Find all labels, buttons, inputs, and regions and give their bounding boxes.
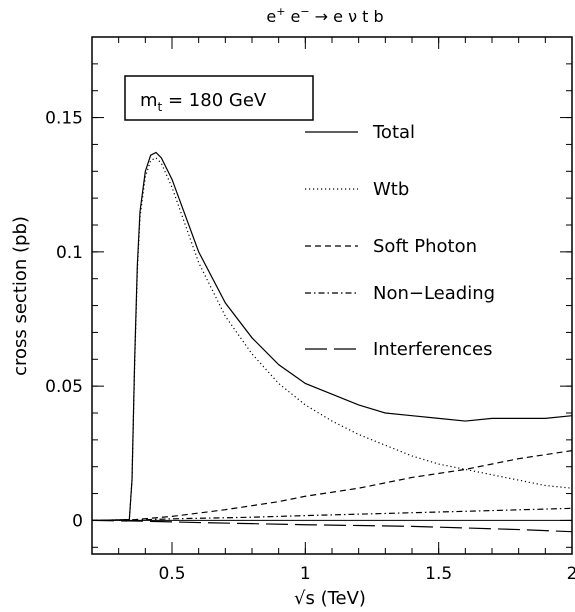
annotation-m: m (140, 90, 158, 111)
x-tick-label: 0.5 (158, 564, 185, 584)
series-line-interferences (91, 519, 573, 533)
legend-label-non-leading: Non−Leading (373, 283, 495, 304)
legend-label-total: Total (372, 122, 415, 143)
x-tick-label: 1 (300, 564, 311, 584)
x-axis-label: √s (TeV) (294, 588, 366, 609)
title-minus: − (300, 5, 309, 18)
legend-label-soft-photon: Soft Photon (373, 236, 477, 257)
y-axis-label: cross section (pb) (10, 216, 31, 376)
series-line-wtb (91, 157, 573, 522)
annotation-box (124, 75, 314, 121)
annotation-sub: t (158, 100, 163, 114)
series-line-soft-photon (91, 450, 573, 522)
series-layer (91, 151, 573, 533)
title-e1: e (266, 7, 276, 26)
annotation-rest: = 180 GeV (162, 90, 267, 111)
tick-labels: 0.5 1 1.5 2 0 0.05 0.1 0.15 (45, 109, 575, 584)
legend-label-wtb: Wtb (373, 179, 409, 200)
title-e2: e (285, 7, 300, 26)
chart-title: e+ e− → e ν t b (266, 5, 383, 26)
y-tick-label: 0.05 (45, 377, 83, 397)
series-line-non-leading (91, 507, 573, 522)
y-tick-label: 0.15 (45, 109, 83, 129)
x-tick-label: 1.5 (425, 564, 452, 584)
title-plus: + (276, 5, 285, 18)
y-tick-label: 0.1 (56, 243, 83, 263)
title-rest: → e ν t b (310, 7, 384, 26)
annotation-text: mt = 180 GeV (140, 90, 267, 114)
y-tick-label: 0 (72, 511, 83, 531)
x-tick-label: 2 (567, 564, 575, 584)
legend: Total Wtb Soft Photon Non−Leading Interferen… (305, 122, 495, 360)
series-line-total (91, 151, 573, 522)
legend-label-interferences: Interferences (373, 339, 493, 360)
